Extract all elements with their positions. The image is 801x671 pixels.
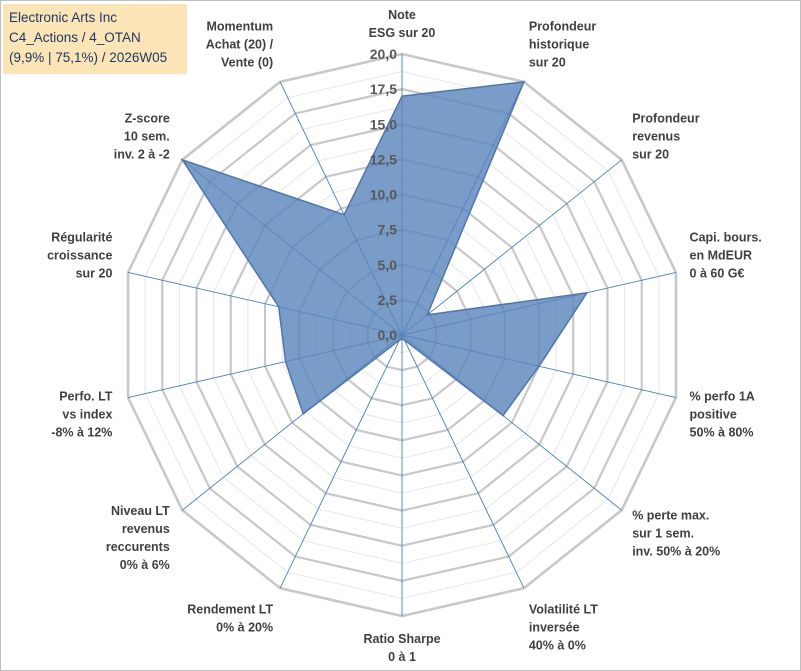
axis-label: Momentum Achat (20) / Vente (0)	[206, 19, 274, 69]
axis-label-line: 0 à 60 G€	[690, 266, 745, 280]
axis-label: Régularité croissance sur 20	[47, 230, 112, 280]
axis-label: Niveau LT revenus reccurents 0% à 6%	[106, 504, 170, 572]
radar-spoke	[401, 334, 525, 589]
axis-labels: Note ESG sur 20 Profondeur historique sur 20…	[47, 8, 762, 664]
radial-tick-label: 2,5	[378, 292, 398, 308]
axis-label-line: vs index	[62, 408, 112, 422]
axis-label-line: Rendement LT	[187, 603, 273, 617]
axis-label-line: croissance	[47, 248, 112, 262]
radial-tick-label: 7,5	[378, 222, 398, 238]
axis-label-line: Profondeur	[632, 111, 699, 125]
axis-label-line: positive	[690, 408, 737, 422]
chart-title-line-3: (9,9% | 75,1%) / 2026W05	[9, 50, 168, 65]
axis-label-line: revenus	[632, 129, 680, 143]
axis-label: Z-score 10 sem. inv. 2 à -2	[114, 111, 170, 161]
axis-label-line: 0% à 6%	[120, 558, 170, 572]
axis-label-line: inv. 50% à 20%	[632, 545, 720, 559]
radar-spoke	[401, 159, 622, 336]
axis-label-line: Capi. bours.	[690, 230, 762, 244]
axis-label: % perte max. sur 1 sem. inv. 50% à 20%	[632, 509, 720, 559]
radial-tick-label: 10,0	[370, 187, 397, 203]
axis-label-line: Momentum	[206, 19, 273, 33]
axis-label-line: en MdEUR	[690, 248, 753, 262]
axis-label-line: Note	[388, 8, 416, 22]
axis-label-line: -8% à 12%	[51, 426, 112, 440]
axis-label-line: % perfo 1A	[690, 390, 755, 404]
axis-label-line: Régularité	[51, 230, 112, 244]
axis-label-line: inv. 2 à -2	[114, 147, 170, 161]
axis-label-line: Ratio Sharpe	[363, 632, 440, 646]
axis-label-line: inversée	[529, 621, 580, 635]
axis-label: Profondeur revenus sur 20	[632, 111, 699, 161]
axis-label: Capi. bours. en MdEUR 0 à 60 G€	[690, 230, 762, 280]
chart-title-box: Electronic Arts Inc C4_Actions / 4_OTAN …	[3, 4, 187, 74]
radial-tick-label: 12,5	[370, 151, 397, 167]
axis-label-line: 10 sem.	[124, 129, 170, 143]
axis-label-line: sur 1 sem.	[632, 527, 694, 541]
axis-label-line: 0% à 20%	[216, 621, 273, 635]
axis-label-line: Z-score	[125, 111, 170, 125]
axis-label-line: Perfo. LT	[59, 390, 113, 404]
axis-label-line: 40% à 0%	[529, 639, 586, 653]
radial-tick-label: 15,0	[370, 116, 397, 132]
axis-label-line: historique	[529, 37, 589, 51]
axis-label: Note ESG sur 20	[369, 8, 436, 40]
axis-label-line: Achat (20) /	[206, 37, 274, 51]
axis-label-line: sur 20	[632, 147, 669, 161]
chart-title-line-2: C4_Actions / 4_OTAN	[9, 30, 141, 45]
axis-label-line: Profondeur	[529, 19, 596, 33]
axis-label-line: ESG sur 20	[369, 26, 436, 40]
axis-label-line: 50% à 80%	[690, 426, 754, 440]
axis-label-line: revenus	[122, 522, 170, 536]
radial-tick-label: 5,0	[378, 257, 398, 273]
axis-label-line: reccurents	[106, 540, 170, 554]
axis-label-line: Volatilité LT	[529, 603, 598, 617]
axis-label-line: sur 20	[529, 55, 566, 69]
axis-label-line: sur 20	[76, 266, 113, 280]
axis-label-line: 0 à 1	[388, 650, 416, 664]
axis-label-line: Niveau LT	[111, 504, 170, 518]
chart-title-line-1: Electronic Arts Inc	[9, 10, 118, 25]
axis-label: % perfo 1A positive 50% à 80%	[690, 390, 755, 440]
axis-label: Ratio Sharpe 0 à 1	[363, 632, 440, 664]
axis-label-line: Vente (0)	[221, 55, 273, 69]
axis-label-line: % perte max.	[632, 509, 709, 523]
radar-spoke	[279, 334, 403, 589]
radar-series	[180, 80, 589, 417]
radial-tick-label: 20,0	[370, 46, 397, 62]
radial-tick-labels: 0,0 2,5 5,0 7,5 10,0 12,5 15,0 17,5 20,0	[370, 46, 397, 343]
radial-tick-label: 17,5	[370, 81, 397, 97]
axis-label: Perfo. LT vs index -8% à 12%	[51, 390, 113, 440]
axis-label: Rendement LT 0% à 20%	[187, 603, 273, 635]
axis-label: Volatilité LT inversée 40% à 0%	[529, 603, 598, 653]
axis-label: Profondeur historique sur 20	[529, 19, 596, 69]
radial-tick-label: 0,0	[378, 327, 398, 343]
